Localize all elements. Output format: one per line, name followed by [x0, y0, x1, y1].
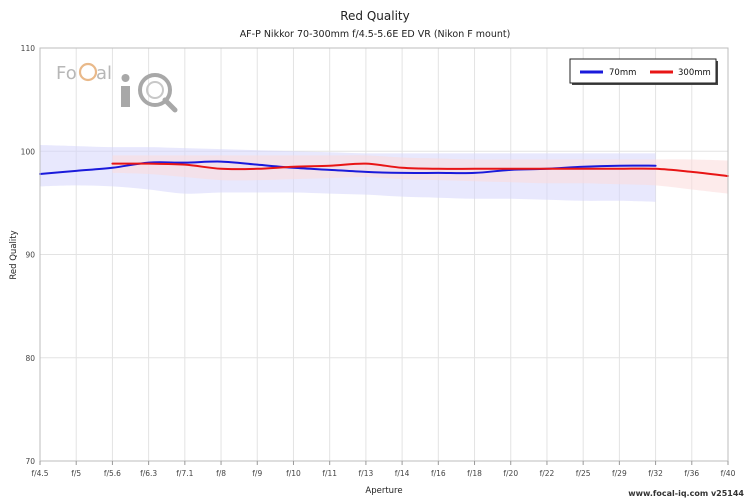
y-tick-label: 70: [25, 457, 35, 466]
logo-aperture-icon: [146, 81, 164, 99]
x-tick-label: f/16: [431, 469, 446, 478]
x-tick-label: f/8: [216, 469, 226, 478]
y-axis-ticks: 70 80 90 100 110: [21, 44, 36, 466]
x-tick-label: f/20: [503, 469, 518, 478]
x-axis-label: Aperture: [365, 486, 402, 496]
x-tick-label: f/25: [576, 469, 591, 478]
x-tick-label: f/9: [252, 469, 262, 478]
x-tick-label: f/14: [395, 469, 410, 478]
focal-iq-logo: Fo al: [56, 62, 178, 113]
x-tick-label: f/40: [721, 469, 736, 478]
legend: 70mm 300mm: [569, 58, 718, 85]
logo-i-stem: [121, 86, 130, 107]
x-tick-label: f/32: [648, 469, 663, 478]
logo-i-dot: [121, 74, 130, 82]
x-tick-label: f/18: [467, 469, 482, 478]
x-tick-label: f/22: [540, 469, 555, 478]
legend-label-300mm: 300mm: [678, 68, 711, 78]
x-tick-label: f/10: [286, 469, 301, 478]
logo-q-tail: [162, 97, 178, 113]
x-tick-label: f/36: [684, 469, 699, 478]
logo-text-al: al: [96, 63, 112, 84]
y-tick-label: 100: [21, 147, 36, 156]
x-tick-label: f/6.3: [140, 469, 157, 478]
footer-credit: www.focal-iq.com v25144: [628, 489, 744, 498]
x-tick-label: f/13: [359, 469, 374, 478]
plot-frame: [39, 47, 729, 462]
x-tick-label: f/29: [612, 469, 627, 478]
legend-label-70mm: 70mm: [609, 68, 636, 78]
y-axis-label: Red Quality: [9, 230, 19, 279]
y-tick-label: 80: [25, 354, 35, 363]
chart-title: Red Quality: [340, 9, 410, 23]
gridlines: [39, 47, 729, 462]
y-tick-label: 90: [25, 251, 35, 260]
logo-text-fo: Fo: [56, 63, 77, 84]
series-line-300mm: [111, 162, 729, 178]
y-tick-label: 110: [21, 44, 36, 53]
x-tick-label: f/5: [71, 469, 81, 478]
x-tick-label: f/4.5: [31, 469, 48, 478]
series-lines: [39, 160, 729, 178]
logo-q-ring: [138, 73, 172, 107]
x-tick-label: f/11: [322, 469, 337, 478]
x-tick-label: f/5.6: [104, 469, 121, 478]
chart-subtitle: AF-P Nikkor 70-300mm f/4.5-5.6E ED VR (N…: [240, 29, 511, 40]
x-tick-label: f/7.1: [176, 469, 193, 478]
x-axis-ticks: f/4.5 f/5 f/5.6 f/6.3 f/7.1 f/8 f/9 f/10 f/11 f/1…: [31, 461, 736, 478]
logo-c-ring: [78, 62, 98, 82]
